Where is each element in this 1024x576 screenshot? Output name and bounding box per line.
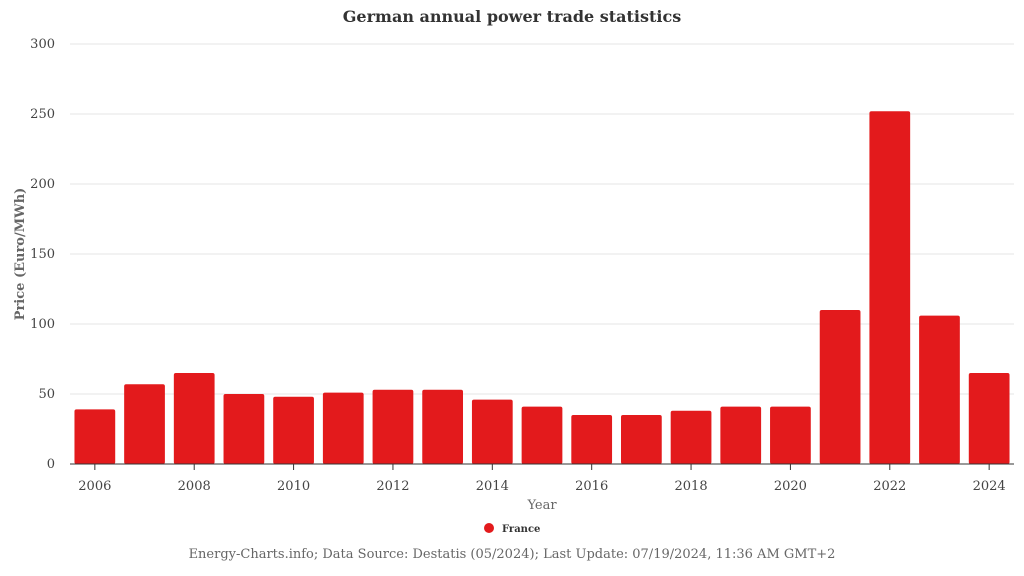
bar-2016[interactable] — [571, 415, 613, 464]
bar-2007[interactable] — [124, 384, 165, 464]
bar-2015[interactable] — [521, 406, 563, 464]
y-tick-label: 250 — [30, 107, 55, 122]
credits-text[interactable]: Energy-Charts.info; Data Source: Destati… — [189, 547, 836, 562]
bar-2019[interactable] — [720, 406, 762, 464]
x-axis-title: Year — [526, 498, 557, 513]
bar-2008[interactable] — [173, 373, 215, 464]
bar-2024[interactable] — [968, 373, 1010, 464]
x-tick-label: 2006 — [78, 479, 111, 494]
legend[interactable]: France — [484, 523, 540, 535]
x-tick-label: 2016 — [575, 479, 608, 494]
legend-marker-france[interactable] — [484, 523, 494, 533]
bar-2011[interactable] — [322, 392, 364, 464]
bar-2013[interactable] — [422, 389, 464, 464]
bar-2014[interactable] — [471, 399, 513, 464]
x-tick-label: 2020 — [774, 479, 807, 494]
y-axis-ticks: 0 50 100 150 200 250 300 — [30, 37, 55, 472]
bars — [74, 111, 1010, 464]
x-tick-label: 2012 — [376, 479, 409, 494]
y-tick-label: 50 — [38, 387, 55, 402]
x-tick-label: 2008 — [178, 479, 211, 494]
bar-2018[interactable] — [670, 410, 712, 464]
y-axis-title: Price (Euro/MWh) — [13, 188, 28, 321]
y-tick-label: 0 — [47, 457, 55, 472]
x-tick-label: 2022 — [873, 479, 906, 494]
x-tick-label: 2010 — [277, 479, 310, 494]
y-tick-label: 200 — [30, 177, 55, 192]
bar-2023[interactable] — [919, 315, 960, 464]
bar-2012[interactable] — [372, 389, 414, 464]
y-tick-label: 300 — [30, 37, 55, 52]
bar-2021[interactable] — [819, 310, 861, 464]
x-axis-ticks: 2006 2008 2010 2012 2014 2016 2018 2020 2022 2024 — [78, 464, 1006, 494]
y-tick-label: 100 — [30, 317, 55, 332]
chart-title: German annual power trade statistics — [343, 7, 681, 26]
bar-2022[interactable] — [869, 111, 911, 464]
bar-2009[interactable] — [223, 394, 265, 464]
x-tick-label: 2024 — [973, 479, 1006, 494]
y-tick-label: 150 — [30, 247, 55, 262]
x-tick-label: 2014 — [476, 479, 509, 494]
bar-2010[interactable] — [273, 396, 314, 464]
bar-2017[interactable] — [620, 415, 662, 464]
x-tick-label: 2018 — [675, 479, 708, 494]
legend-label-france[interactable]: France — [502, 524, 540, 535]
bar-2006[interactable] — [74, 409, 116, 464]
bar-2020[interactable] — [770, 406, 811, 464]
